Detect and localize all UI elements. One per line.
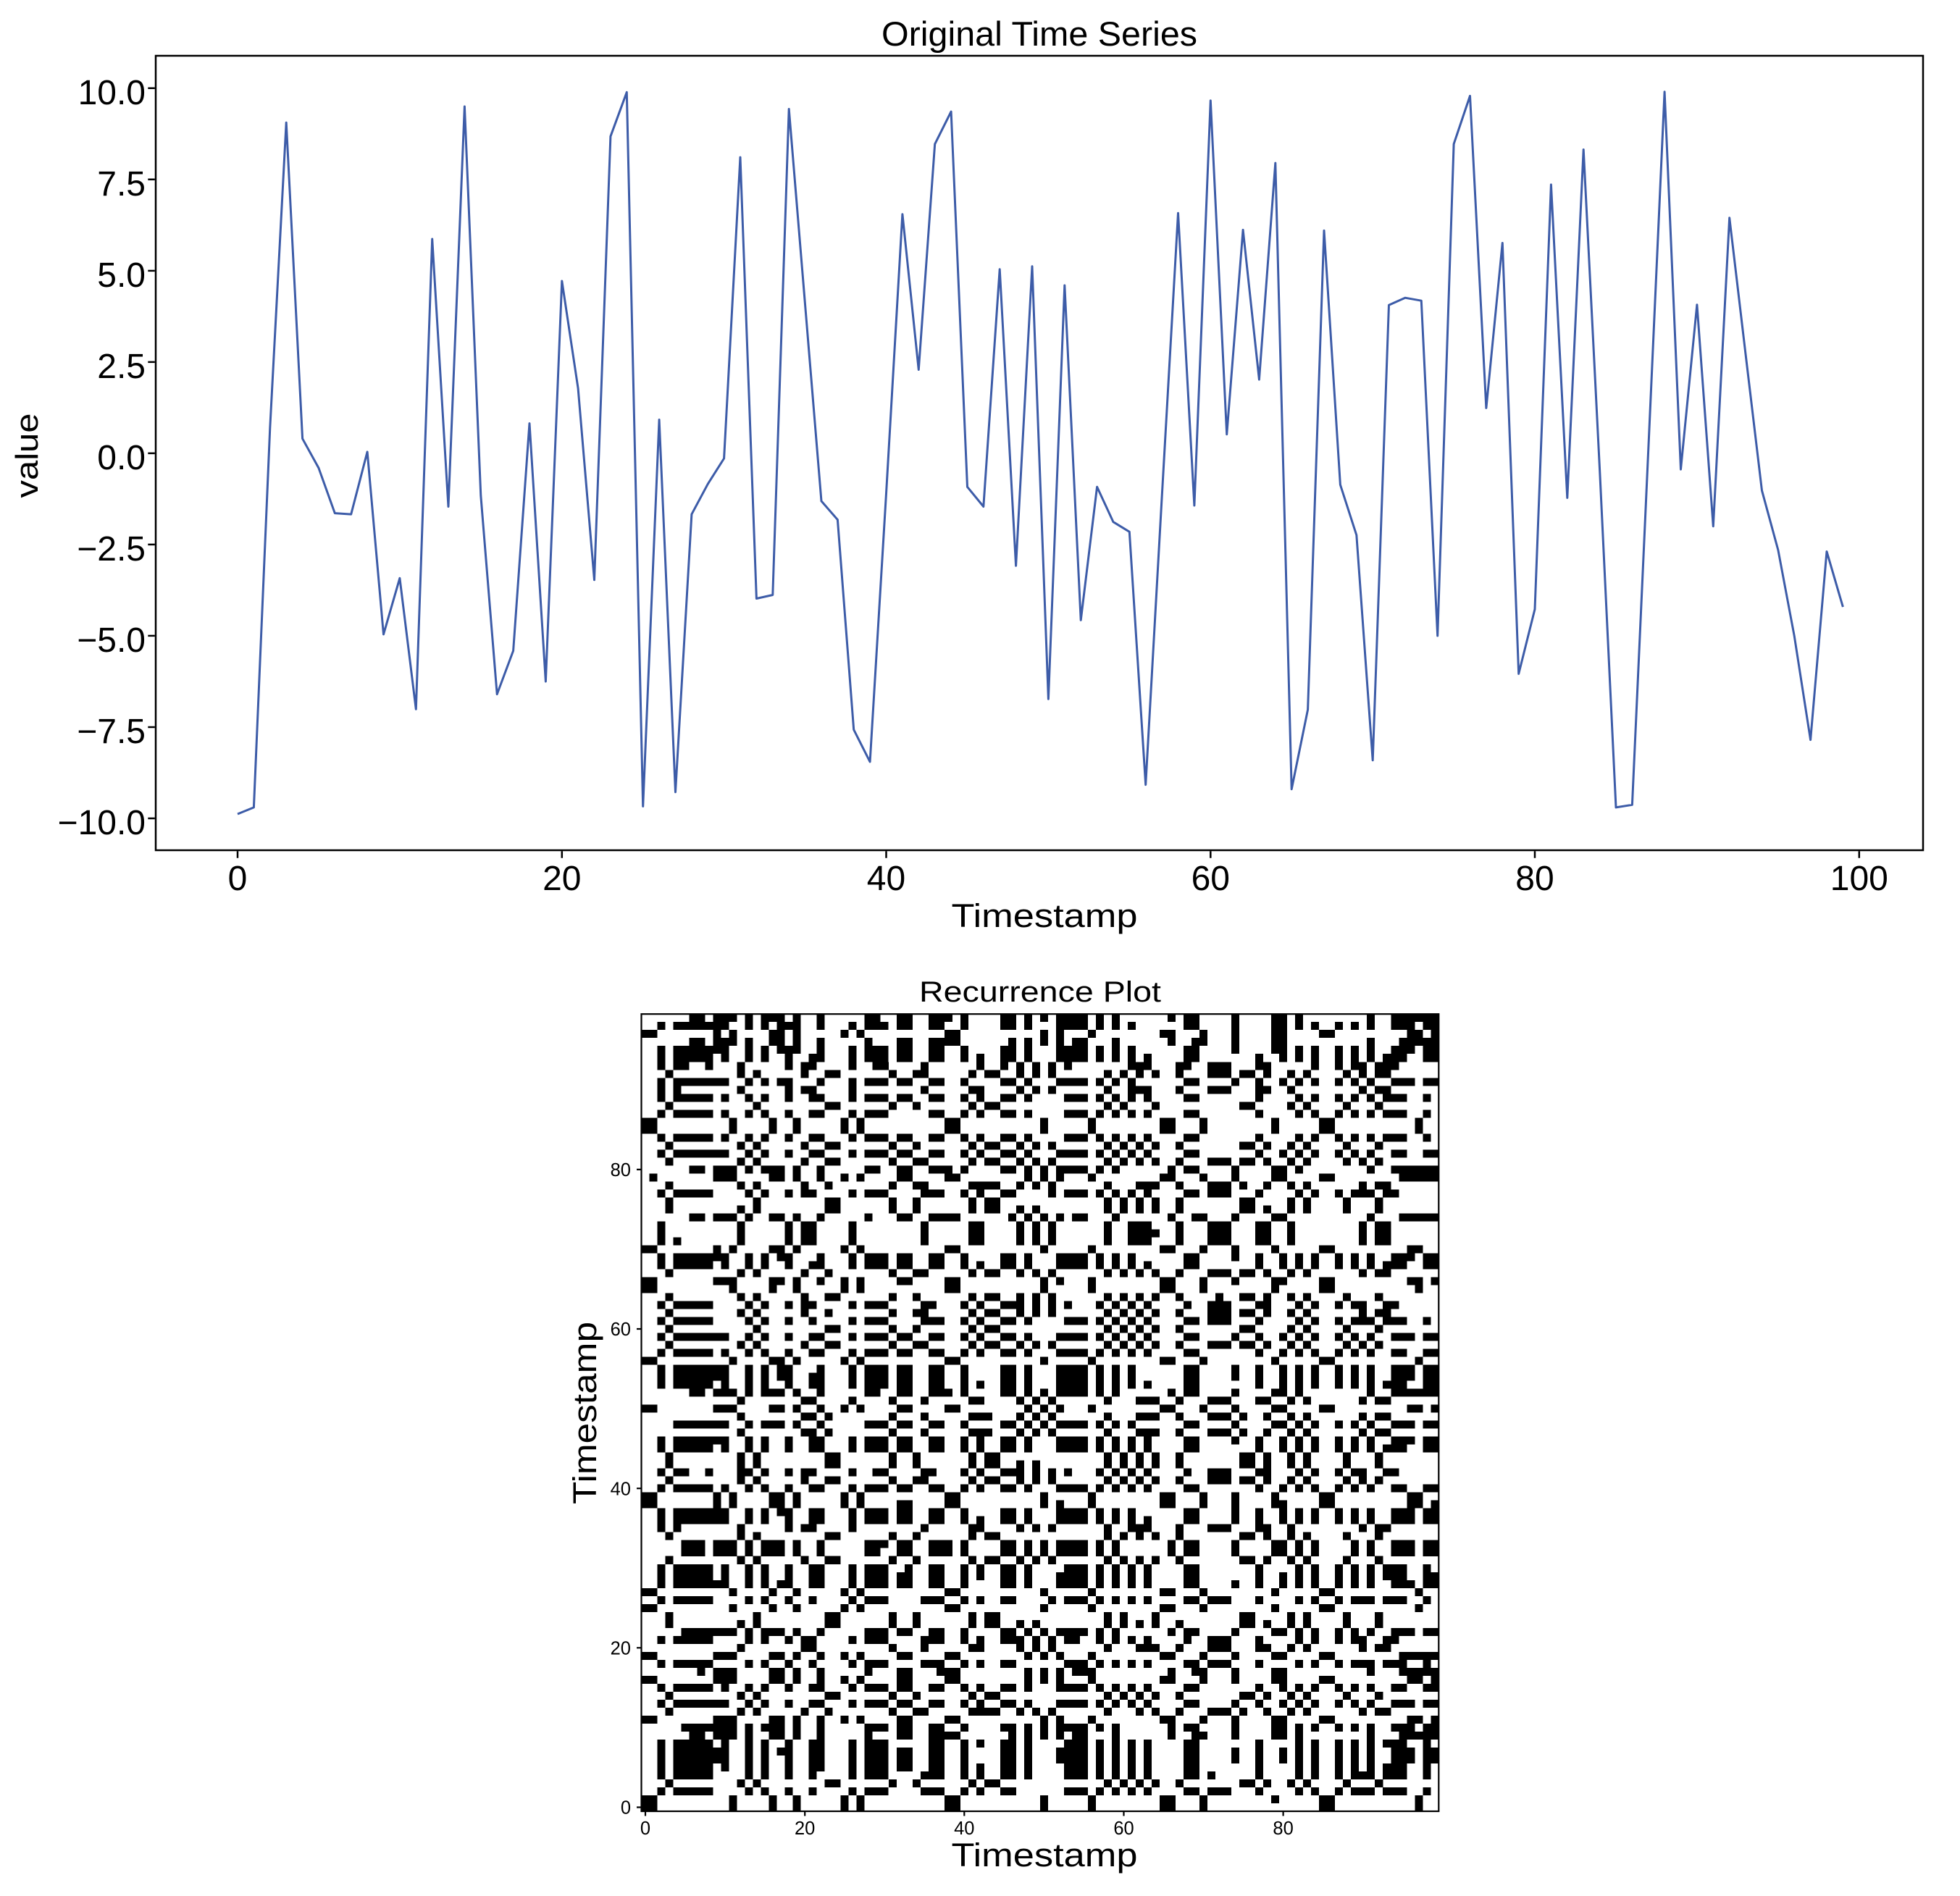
svg-text:−2.5: −2.5 xyxy=(77,530,146,569)
svg-text:2.5: 2.5 xyxy=(97,348,146,386)
svg-text:40: 40 xyxy=(954,1819,974,1839)
svg-text:Recurrence Plot: Recurrence Plot xyxy=(919,976,1161,1008)
svg-text:7.5: 7.5 xyxy=(97,165,146,204)
svg-text:0.0: 0.0 xyxy=(97,439,146,477)
svg-text:100: 100 xyxy=(1830,860,1888,898)
svg-text:60: 60 xyxy=(1113,1819,1134,1839)
svg-text:Timestamp: Timestamp xyxy=(952,1837,1138,1874)
svg-text:20: 20 xyxy=(795,1819,815,1839)
svg-text:Timestamp: Timestamp xyxy=(952,897,1138,934)
svg-text:80: 80 xyxy=(1515,860,1554,898)
svg-text:20: 20 xyxy=(543,860,581,898)
svg-text:Timestamp: Timestamp xyxy=(566,1322,603,1504)
svg-text:−10.0: −10.0 xyxy=(58,804,146,842)
svg-text:Original Time Series: Original Time Series xyxy=(881,14,1197,53)
svg-text:60: 60 xyxy=(1192,860,1230,898)
svg-text:0: 0 xyxy=(640,1819,650,1839)
svg-text:−7.5: −7.5 xyxy=(77,713,146,751)
svg-text:0: 0 xyxy=(228,860,248,898)
svg-text:40: 40 xyxy=(611,1479,631,1499)
svg-text:60: 60 xyxy=(611,1320,631,1340)
svg-text:80: 80 xyxy=(611,1160,631,1180)
svg-text:20: 20 xyxy=(611,1639,631,1659)
svg-text:40: 40 xyxy=(867,860,905,898)
svg-text:0: 0 xyxy=(621,1798,631,1819)
svg-text:5.0: 5.0 xyxy=(97,256,146,295)
svg-text:10.0: 10.0 xyxy=(78,74,146,112)
svg-text:value: value xyxy=(9,414,45,498)
svg-text:80: 80 xyxy=(1273,1819,1293,1839)
svg-text:−5.0: −5.0 xyxy=(77,621,146,660)
